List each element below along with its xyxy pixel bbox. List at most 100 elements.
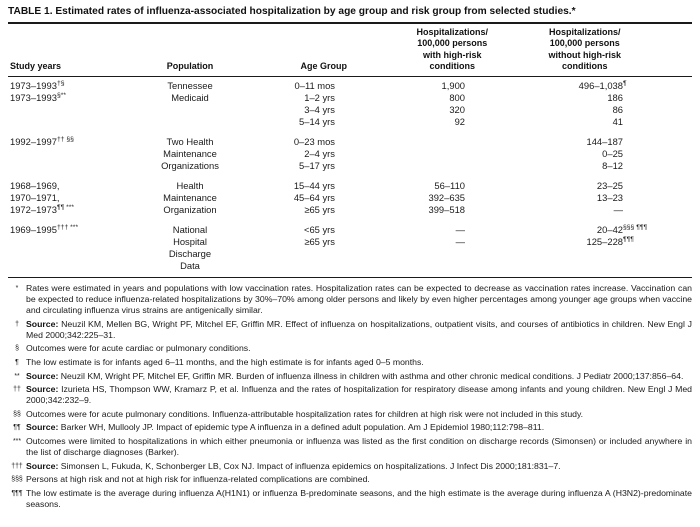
cell-text: 1992–1997 xyxy=(10,136,57,148)
cell-population: Two Health xyxy=(140,136,240,148)
cell-without-high-risk-rate: 496–1,038¶ xyxy=(578,80,627,92)
cell-age-group: 0–11 mos xyxy=(240,77,350,93)
table-row: Hospital ≥65 yrs — 125–228¶¶¶ xyxy=(8,236,692,248)
cell-text: 1970–1971, xyxy=(10,192,60,204)
cell-text: 1973–1993 xyxy=(10,80,57,92)
cell-age-group: 3–4 yrs xyxy=(240,104,350,116)
column-header-label: Study years xyxy=(10,60,62,71)
cell-high-risk-rate: — xyxy=(350,224,490,236)
footnote-marker: ** xyxy=(14,372,20,380)
cell-text: 1972–1973 xyxy=(10,204,57,216)
table-row: 1972–1973¶¶ *** Organization ≥65 yrs 399–51… xyxy=(8,204,692,216)
footnote-marker: ††† xyxy=(11,462,23,470)
cell-study-years xyxy=(8,148,140,160)
footnote-marker: * xyxy=(15,285,19,293)
footnote-marker: § xyxy=(15,345,19,353)
table-row: 1973–1993§** Medicaid 1–2 yrs 800 186 xyxy=(8,92,692,104)
footnote-text: Outcomes were limited to hospitalization… xyxy=(26,435,692,457)
cell-text: 399–518 xyxy=(428,204,466,216)
footnote-text: Outcomes were for acute cardiac or pulmo… xyxy=(26,343,251,354)
footnote-item: †† Source: Izurieta HS, Thompson WW, Kram… xyxy=(8,384,692,406)
cell-without-high-risk-rate: 144–187 xyxy=(490,136,692,148)
column-header-label: Age Group xyxy=(300,60,348,71)
cell-text: Organizations xyxy=(161,160,219,172)
cell-age-group: ≥65 yrs xyxy=(240,204,350,216)
column-header-study-years: Study years xyxy=(8,24,140,78)
cell-study-years: 1969–1995††† *** xyxy=(8,224,140,236)
footnote-item: ¶¶¶ The low estimate is the average durin… xyxy=(8,488,692,510)
cell-text: 5–17 yrs xyxy=(299,160,335,172)
cell-high-risk-rate: 392–635 xyxy=(350,192,490,204)
cell-without-high-risk-rate: 13–23 xyxy=(490,192,692,204)
cell-without-high-risk-rate: 23–25 xyxy=(490,180,692,192)
footnote-text: Source: Barker WH, Mullooly JP. Impact o… xyxy=(26,422,545,433)
cell-text: Hospital xyxy=(173,236,207,248)
cell-study-years xyxy=(8,236,140,248)
cell-text: Organization xyxy=(163,204,217,216)
cell-text: 86 xyxy=(612,104,623,116)
footnote-marker: ¶ xyxy=(15,358,19,366)
footnote-item: § Outcomes were for acute cardiac or pulm… xyxy=(8,343,692,354)
cell-text: Two Health xyxy=(166,136,214,148)
cell-high-risk-rate xyxy=(350,160,490,172)
footnote-text: The low estimate is for infants aged 6–1… xyxy=(26,356,424,367)
cell-text: Medicaid xyxy=(171,92,209,104)
footnote-text: The low estimate is the average during i… xyxy=(26,487,692,509)
cell-high-risk-rate xyxy=(350,260,490,278)
footnote-text: Source: Izurieta HS, Thompson WW, Kramar… xyxy=(26,384,692,406)
table-row: 1968–1969, Health 15–44 yrs 56–110 23–25 xyxy=(8,180,692,192)
cell-population: Maintenance xyxy=(140,148,240,160)
footnote-text: Persons at high risk and not at high ris… xyxy=(26,474,370,485)
footnote-source-label: Source: xyxy=(26,460,59,471)
cell-without-high-risk-rate: 86 xyxy=(490,104,692,116)
footnote-reference: ††† *** xyxy=(56,224,79,232)
table-row: 3–4 yrs 320 86 xyxy=(8,104,692,116)
cell-text: 125–228 xyxy=(586,236,624,248)
cell-text: Discharge xyxy=(168,248,212,260)
cell-population xyxy=(140,116,240,128)
cell-text: 0–11 mos xyxy=(294,80,335,92)
cell-text: 41 xyxy=(612,116,623,128)
table-row: Data xyxy=(8,260,692,278)
cell-text: 186 xyxy=(607,92,623,104)
table-title: TABLE 1. Estimated rates of influenza-as… xyxy=(8,6,576,17)
cell-without-high-risk-rate: 186 xyxy=(490,92,692,104)
cell-text: Health xyxy=(176,180,204,192)
footnote-reference: †§ xyxy=(56,80,65,88)
column-header-without-high-risk-rate: Hospitalizations/ 100,000 persons withou… xyxy=(490,24,692,78)
cell-text: 144–187 xyxy=(586,136,624,148)
footnote-item: * Rates were estimated in years and popul… xyxy=(8,283,692,316)
group-spacer-cell xyxy=(8,172,692,180)
cell-text: Maintenance xyxy=(163,148,217,160)
cell-text: — xyxy=(455,224,465,236)
group-spacer-row xyxy=(8,216,692,224)
cell-study-years xyxy=(8,160,140,172)
cell-study-years: 1972–1973¶¶ *** xyxy=(8,204,140,216)
cell-study-years: 1973–1993†§ xyxy=(8,77,140,93)
footnote-source-label: Source: xyxy=(26,370,59,381)
cell-high-risk-rate: 399–518 xyxy=(350,204,490,216)
footnote-marker: §§ xyxy=(13,410,21,418)
cell-study-years xyxy=(8,116,140,128)
footnote-text: Source: Neuzil KM, Wright PF, Mitchel EF… xyxy=(26,370,684,381)
cell-study-years: 1992–1997†† §§ xyxy=(8,136,140,148)
cell-age-group xyxy=(240,248,350,260)
column-header-population: Population xyxy=(140,24,240,78)
cell-age-group: <65 yrs xyxy=(240,224,350,236)
cell-without-high-risk-rate: — xyxy=(490,204,692,216)
cell-text: 320 xyxy=(449,104,465,116)
cell-text: 1969–1995 xyxy=(10,224,57,236)
column-header-label: Hospitalizations/ 100,000 persons with h… xyxy=(416,27,488,71)
cell-study-years xyxy=(8,248,140,260)
footnote-marker: *** xyxy=(12,437,22,445)
cell-text: 13–23 xyxy=(596,192,623,204)
footnote-source-label: Source: xyxy=(26,384,59,395)
cell-text: 56–110 xyxy=(434,180,465,192)
cell-population xyxy=(140,104,240,116)
footnote-item: ** Source: Neuzil KM, Wright PF, Mitchel … xyxy=(8,371,692,382)
cell-text: 1,900 xyxy=(441,80,465,92)
cell-text: — xyxy=(613,204,623,216)
group-spacer-row xyxy=(8,128,692,136)
footnote-reference: §** xyxy=(56,92,67,100)
cell-text: 392–635 xyxy=(428,192,466,204)
